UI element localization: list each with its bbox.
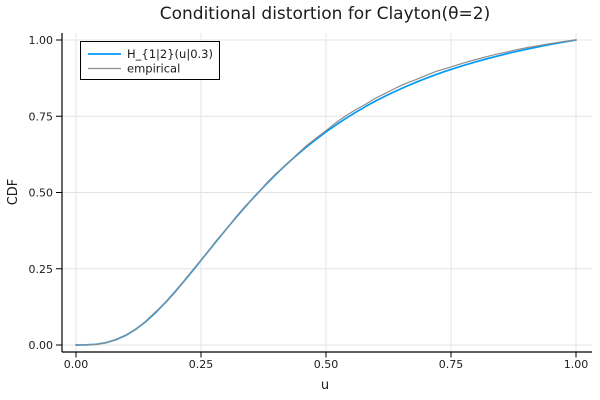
x-tick-label: 0.75 xyxy=(439,358,464,371)
y-tick-label: 0.25 xyxy=(29,263,54,276)
y-axis-label: CDF xyxy=(6,179,21,206)
legend-item-empirical: empirical xyxy=(88,62,180,76)
y-tick-label: 0.75 xyxy=(29,110,54,123)
series-layer xyxy=(75,39,577,346)
chart-title: Conditional distortion for Clayton(θ=2) xyxy=(160,4,490,24)
grid xyxy=(62,33,592,352)
legend: H_{1|2}(u|0.3) empirical xyxy=(80,41,220,80)
y-tick-label: 0.50 xyxy=(29,187,54,200)
y-tick-label: 0.00 xyxy=(29,339,54,352)
legend-label-h-function: H_{1|2}(u|0.3) xyxy=(127,47,213,61)
legend-item-h-function: H_{1|2}(u|0.3) xyxy=(88,47,213,61)
x-tick-label: 1.00 xyxy=(564,358,589,371)
y-tick-label: 1.00 xyxy=(29,34,54,47)
x-axis-label: u xyxy=(321,378,329,393)
x-tick-label: 0.25 xyxy=(189,358,214,371)
x-tick-label: 0.00 xyxy=(64,358,89,371)
axes xyxy=(56,33,592,358)
legend-label-empirical: empirical xyxy=(127,62,180,76)
empirical-curve xyxy=(75,39,577,346)
tick-labels: 0.00 0.25 0.50 0.75 1.00 0.00 0.25 0.50 0.75 1.00 xyxy=(29,34,589,371)
x-tick-label: 0.50 xyxy=(314,358,339,371)
legend-box xyxy=(80,41,220,80)
